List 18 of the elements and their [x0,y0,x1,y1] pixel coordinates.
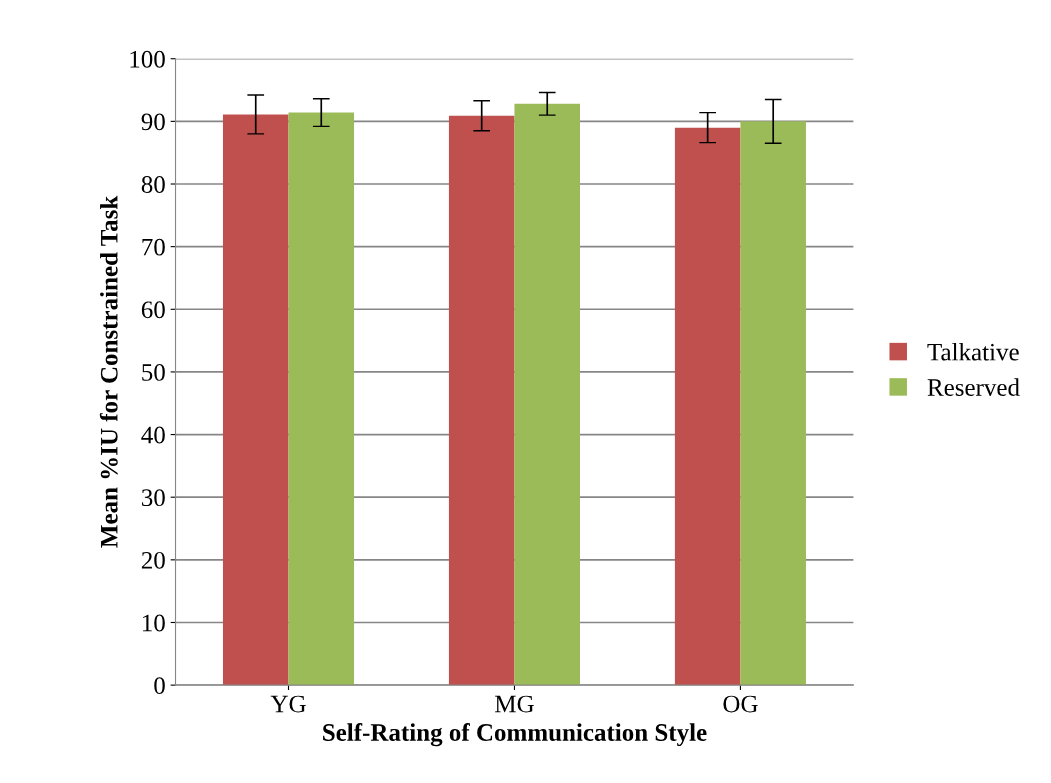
x-tick-label: YG [270,695,306,713]
legend-label: Talkative [927,343,1019,361]
y-axis-title: Mean %IU for Constrained Task [99,195,118,548]
y-tick-label: 40 [141,426,165,444]
y-tick-label: 60 [141,301,165,319]
y-tick-label: 50 [142,363,165,381]
x-axis-title: Self-Rating of Communication Style [323,723,707,747]
y-tick-label: 90 [141,113,165,131]
y-tick-label: 70 [142,238,165,256]
x-tick-label: OG [723,695,758,713]
y-tick-label: 80 [141,176,165,193]
y-tick-label: 10 [142,614,165,632]
legend-label: Reserved [927,378,1020,396]
y-tick-label: 0 [154,677,165,695]
y-tick-label: 100 [130,50,165,68]
y-tick-label: 20 [141,551,165,569]
x-tick-label: MG [495,695,534,713]
y-tick-label: 30 [141,489,165,507]
